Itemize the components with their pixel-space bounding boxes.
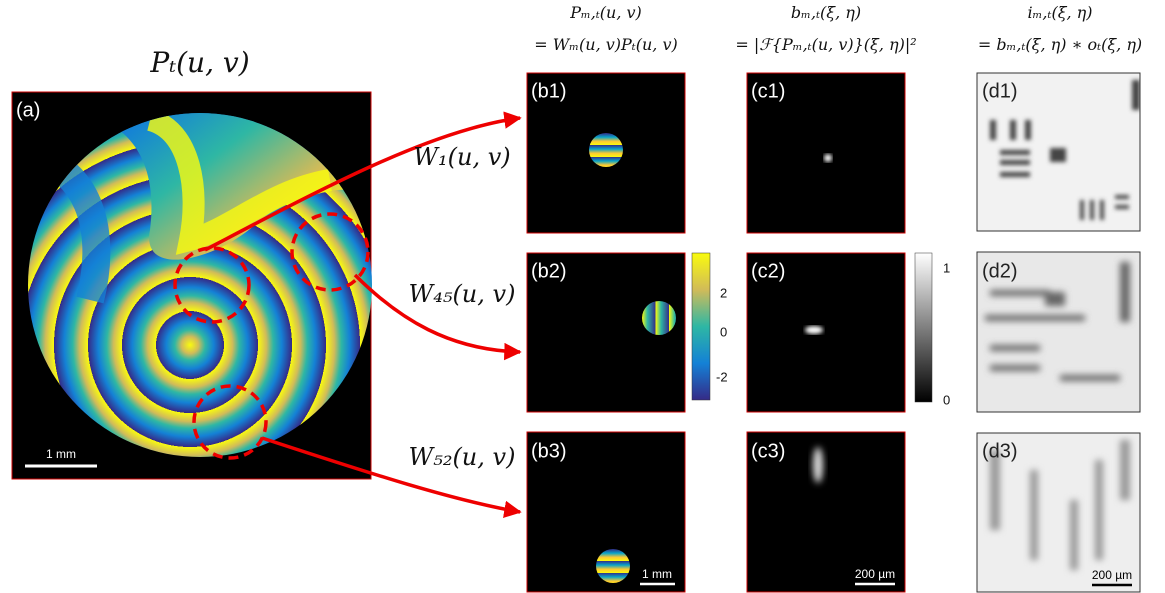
scale-bar-label: 1 mm <box>642 567 672 581</box>
colorbar-intensity <box>915 253 932 402</box>
figure: Pₜ(u, v) (a) 1 mm W₁(u, v) W₄₅(u, v) W₅₂… <box>0 0 1165 593</box>
psf-spot <box>805 326 823 334</box>
psf-spot <box>824 154 832 162</box>
rect <box>985 315 1085 321</box>
sub-pupil <box>642 301 676 335</box>
scale-bar-label: 1 mm <box>46 447 76 461</box>
colorbar-tick: 1 <box>943 260 950 275</box>
rect <box>1115 205 1129 209</box>
panel-label: (d2) <box>982 260 1018 282</box>
psf-spot <box>813 447 823 483</box>
window-label: W₅₂(u, v) <box>409 443 516 471</box>
panel-label: (b3) <box>531 440 567 462</box>
panel-label: (c2) <box>751 260 785 282</box>
rect <box>990 365 1040 371</box>
panel-label: (c1) <box>751 80 785 102</box>
panel-label: (b1) <box>531 80 567 102</box>
rect <box>1120 262 1130 322</box>
rect <box>1120 440 1130 500</box>
rect <box>1095 460 1103 560</box>
rect <box>1000 160 1030 165</box>
rect <box>1060 375 1120 381</box>
window-label: W₁(u, v) <box>413 143 510 171</box>
colorbar-tick: 0 <box>943 392 950 407</box>
rect <box>1000 150 1030 155</box>
rect <box>1030 470 1038 560</box>
rect <box>990 120 996 140</box>
rect <box>1050 148 1066 162</box>
rect <box>1080 200 1084 220</box>
window-label: W₄₅(u, v) <box>409 280 516 308</box>
colorbar-tick: 0 <box>720 324 727 339</box>
panel-label: (d3) <box>982 440 1018 462</box>
column-header: = bₘ,ₜ(ξ, η) ∗ oₜ(ξ, η) <box>978 35 1142 54</box>
sub-pupil <box>596 549 630 583</box>
colorbar-tick: -2 <box>716 369 728 384</box>
column-header: Pₘ,ₜ(u, v) <box>569 3 642 22</box>
scale-bar-label: 200 µm <box>1092 568 1132 582</box>
scale-bar-label: 200 µm <box>855 567 895 581</box>
rect <box>1045 292 1065 306</box>
body: {"panel_a": {"title": "Pₜ(u, v)", "label… <box>0 0 1165 593</box>
column-header: = |ℱ{Pₘ,ₜ(u, v)}(ξ, η)|² <box>735 35 916 54</box>
rect <box>990 290 1050 296</box>
rect <box>1000 172 1030 177</box>
colorbar-tick: 2 <box>720 285 727 300</box>
colorbar-phase <box>692 253 710 400</box>
rect <box>1025 120 1031 140</box>
rect <box>1100 200 1104 220</box>
rect <box>990 345 1040 351</box>
page: Pupil sub-aperture figure html, body { m… <box>0 0 1165 593</box>
rect <box>1115 195 1129 199</box>
c-panels <box>747 73 905 592</box>
panel-label: (d1) <box>982 80 1018 102</box>
column-header: bₘ,ₜ(ξ, η) <box>791 3 861 22</box>
rect <box>1070 500 1078 570</box>
panel-a-title: Pₜ(u, v) <box>149 46 249 79</box>
column-header: = Wₘ(u, v)Pₜ(u, v) <box>534 35 677 54</box>
panel-label: (a) <box>16 99 40 121</box>
rect <box>1132 80 1140 110</box>
sub-pupil <box>589 133 623 167</box>
rect <box>1010 120 1016 140</box>
panel-label: (b2) <box>531 260 567 282</box>
column-header: iₘ,ₜ(ξ, η) <box>1027 3 1092 22</box>
panel-label: (c3) <box>751 440 785 462</box>
rect <box>1090 200 1094 220</box>
